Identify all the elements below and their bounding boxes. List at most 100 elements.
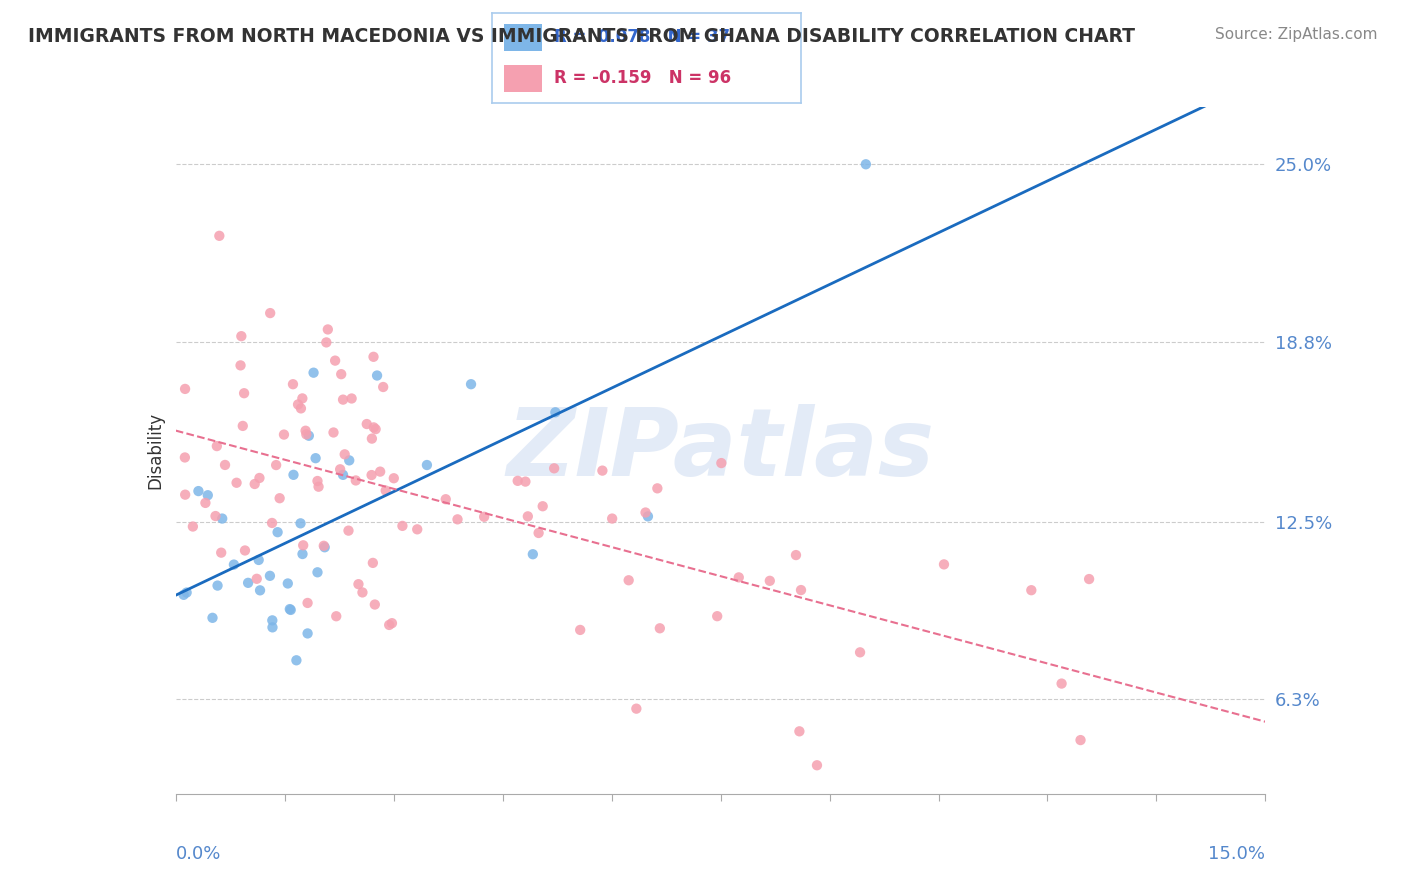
- Text: Source: ZipAtlas.com: Source: ZipAtlas.com: [1215, 27, 1378, 42]
- Point: [522, 547, 544, 561]
- Point: [434, 492, 457, 507]
- Point: [785, 548, 807, 562]
- Point: [262, 620, 284, 634]
- Text: R = -0.159   N = 96: R = -0.159 N = 96: [554, 70, 731, 87]
- Point: [307, 474, 329, 488]
- Point: [356, 417, 378, 431]
- Point: [280, 603, 302, 617]
- Point: [849, 645, 872, 659]
- Point: [297, 626, 319, 640]
- Point: [278, 602, 301, 616]
- Point: [460, 377, 482, 392]
- Point: [374, 483, 396, 498]
- Point: [174, 382, 197, 396]
- Point: [232, 418, 254, 433]
- Point: [544, 405, 567, 419]
- Point: [174, 488, 197, 502]
- Point: [260, 516, 283, 530]
- Point: [194, 496, 217, 510]
- Point: [932, 558, 955, 572]
- Point: [209, 546, 232, 560]
- Point: [249, 471, 271, 485]
- Point: [527, 526, 550, 541]
- Text: 0.0%: 0.0%: [176, 846, 221, 863]
- Point: [790, 583, 813, 598]
- Point: [290, 401, 312, 416]
- Point: [259, 306, 281, 320]
- Point: [352, 585, 374, 599]
- Bar: [505, 65, 541, 92]
- Point: [361, 432, 384, 446]
- Point: [314, 541, 336, 555]
- Point: [323, 353, 346, 368]
- Y-axis label: Disability: Disability: [146, 412, 165, 489]
- Point: [516, 509, 538, 524]
- Point: [294, 424, 316, 438]
- Point: [706, 609, 728, 624]
- Point: [269, 491, 291, 506]
- Point: [298, 429, 321, 443]
- Point: [214, 458, 236, 472]
- Point: [277, 576, 299, 591]
- Point: [337, 453, 360, 467]
- Point: [187, 484, 209, 499]
- Point: [236, 575, 259, 590]
- Text: R =  0.078   N = 37: R = 0.078 N = 37: [554, 29, 730, 46]
- Point: [710, 456, 733, 470]
- Point: [262, 613, 284, 627]
- Point: [273, 427, 295, 442]
- Point: [315, 335, 337, 350]
- Point: [648, 621, 671, 635]
- Point: [634, 506, 657, 520]
- Point: [364, 598, 387, 612]
- Point: [204, 509, 226, 524]
- Point: [312, 539, 335, 553]
- Point: [366, 368, 388, 383]
- Point: [515, 475, 537, 489]
- Point: [569, 623, 592, 637]
- Point: [233, 543, 256, 558]
- Point: [246, 572, 269, 586]
- Point: [295, 427, 318, 442]
- Point: [325, 609, 347, 624]
- Point: [291, 392, 314, 406]
- Point: [727, 570, 749, 584]
- Point: [626, 701, 648, 715]
- Point: [322, 425, 344, 440]
- Point: [361, 556, 384, 570]
- Point: [406, 522, 429, 536]
- Point: [264, 458, 287, 472]
- Point: [347, 577, 370, 591]
- Point: [304, 451, 326, 466]
- Point: [340, 392, 363, 406]
- Point: [855, 157, 877, 171]
- Point: [364, 422, 387, 436]
- Point: [201, 611, 224, 625]
- Point: [381, 616, 404, 631]
- Point: [266, 525, 288, 540]
- Point: [233, 386, 256, 401]
- Point: [363, 420, 385, 434]
- Point: [1021, 583, 1043, 598]
- Point: [308, 480, 330, 494]
- Point: [247, 553, 270, 567]
- Point: [207, 578, 229, 592]
- Point: [316, 322, 339, 336]
- Point: [591, 464, 613, 478]
- Point: [789, 724, 811, 739]
- Point: [281, 377, 304, 392]
- Point: [290, 516, 312, 531]
- Point: [472, 509, 495, 524]
- Point: [446, 512, 468, 526]
- Point: [307, 566, 329, 580]
- Point: [378, 618, 401, 632]
- Point: [285, 653, 308, 667]
- Point: [368, 465, 391, 479]
- Point: [229, 359, 252, 373]
- Point: [222, 558, 245, 572]
- Point: [806, 758, 828, 772]
- Point: [287, 397, 309, 411]
- Point: [211, 511, 233, 525]
- Point: [543, 461, 565, 475]
- Point: [391, 519, 413, 533]
